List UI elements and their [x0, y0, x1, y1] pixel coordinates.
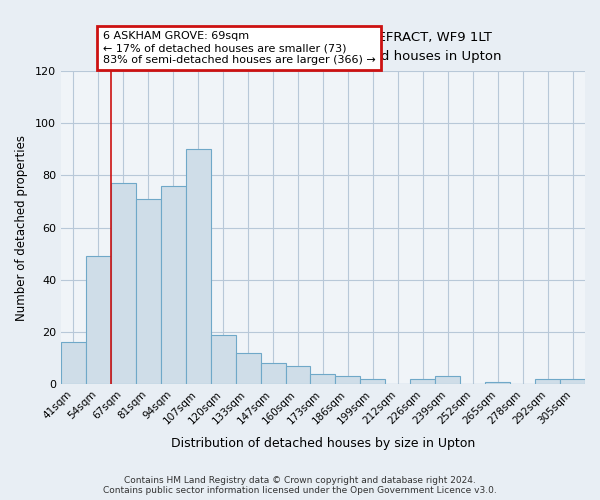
Bar [111, 183, 136, 384]
Text: Contains HM Land Registry data © Crown copyright and database right 2024.
Contai: Contains HM Land Registry data © Crown c… [103, 476, 497, 495]
Bar [136, 199, 161, 384]
Bar [535, 379, 560, 384]
Bar [186, 149, 211, 384]
Bar [560, 379, 585, 384]
Bar [410, 379, 435, 384]
X-axis label: Distribution of detached houses by size in Upton: Distribution of detached houses by size … [171, 437, 475, 450]
Y-axis label: Number of detached properties: Number of detached properties [15, 134, 28, 320]
Bar [435, 376, 460, 384]
Bar [211, 334, 236, 384]
Bar [335, 376, 361, 384]
Text: 6 ASKHAM GROVE: 69sqm
← 17% of detached houses are smaller (73)
83% of semi-deta: 6 ASKHAM GROVE: 69sqm ← 17% of detached … [103, 32, 376, 64]
Bar [61, 342, 86, 384]
Bar [485, 382, 510, 384]
Bar [236, 353, 260, 384]
Bar [260, 364, 286, 384]
Bar [161, 186, 186, 384]
Bar [361, 379, 385, 384]
Bar [286, 366, 310, 384]
Title: 6, ASKHAM GROVE, UPTON, PONTEFRACT, WF9 1LT
Size of property relative to detache: 6, ASKHAM GROVE, UPTON, PONTEFRACT, WF9 … [144, 31, 502, 63]
Bar [310, 374, 335, 384]
Bar [86, 256, 111, 384]
